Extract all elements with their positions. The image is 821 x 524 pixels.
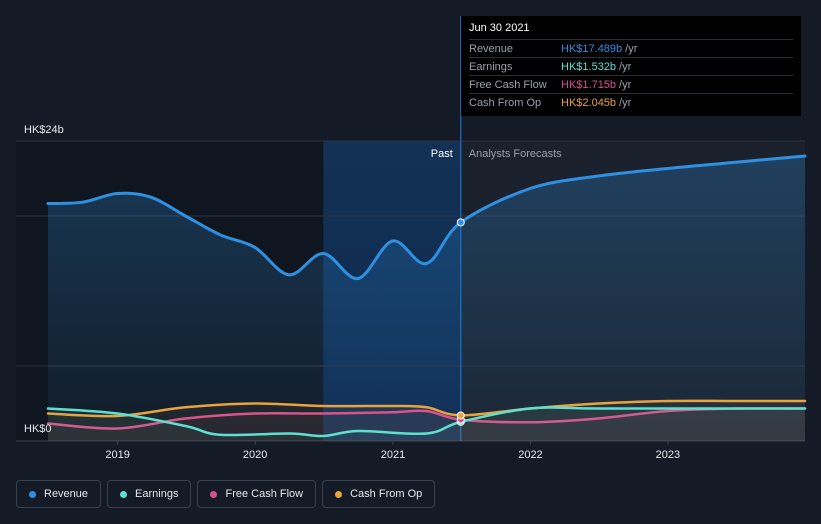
revenue-dot-icon — [29, 490, 36, 498]
x-tick-label: 2021 — [381, 449, 405, 461]
cash-from-op-area — [48, 400, 805, 441]
tooltip-label: Revenue — [469, 42, 514, 55]
legend-label: Earnings — [135, 488, 179, 500]
revenue-area — [48, 156, 805, 441]
tooltip-label: Cash From Op — [469, 96, 542, 109]
earnings-area — [48, 407, 805, 441]
tooltip-value: HK$17.489b — [561, 42, 623, 55]
free-cash-flow-line — [46, 407, 807, 430]
hover-tooltip: Jun 30 2021 Revenue HK$17.489b /yr Earni… — [461, 16, 801, 116]
cash-from-op-marker — [456, 411, 465, 420]
legend-item-revenue[interactable]: Revenue — [16, 480, 102, 508]
tooltip-row-revenue: Revenue HK$17.489b /yr — [469, 39, 793, 57]
legend-label: Free Cash Flow — [225, 488, 304, 500]
tooltip-unit: /yr — [625, 42, 638, 55]
x-tick-label: 2019 — [105, 449, 129, 461]
tooltip-unit: /yr — [619, 60, 632, 73]
earnings-dot-icon — [120, 490, 128, 498]
tooltip-value: HK$1.715b — [561, 78, 617, 91]
y-axis-top-label: HK$24b — [24, 124, 64, 136]
legend-item-earnings[interactable]: Earnings — [107, 480, 192, 508]
tooltip-value: HK$2.045b — [561, 96, 617, 109]
tooltip-value: HK$1.532b — [561, 60, 617, 73]
tooltip-row-free-cash-flow: Free Cash Flow HK$1.715b /yr — [469, 75, 793, 93]
past-label: Past — [431, 148, 453, 160]
tooltip-date: Jun 30 2021 — [469, 22, 530, 34]
y-axis-bottom-label: HK$0 — [24, 423, 52, 435]
tooltip-row-cash-from-op: Cash From Op HK$2.045b /yr — [469, 93, 793, 111]
tooltip-unit: /yr — [619, 78, 632, 91]
x-tick-label: 2023 — [656, 449, 680, 461]
free-cash-flow-area — [48, 408, 805, 441]
cash-from-op-dot-icon — [335, 490, 343, 498]
tooltip-label: Earnings — [469, 60, 513, 73]
legend-item-free-cash-flow[interactable]: Free Cash Flow — [197, 480, 317, 508]
x-tick-label: 2022 — [518, 449, 542, 461]
legend-item-cash-from-op[interactable]: Cash From Op — [322, 480, 436, 508]
revenue-line — [46, 154, 807, 280]
x-tick-label: 2020 — [243, 449, 267, 461]
tooltip-label: Free Cash Flow — [469, 78, 547, 91]
free-cash-flow-dot-icon — [210, 490, 218, 498]
cash-from-op-line — [46, 399, 807, 418]
legend-label: Cash From Op — [350, 488, 423, 500]
forecast-label: Analysts Forecasts — [469, 148, 562, 160]
chart-legend: Revenue Earnings Free Cash Flow Cash Fro… — [16, 480, 436, 508]
tooltip-unit: /yr — [619, 96, 632, 109]
legend-label: Revenue — [44, 488, 89, 500]
tooltip-row-earnings: Earnings HK$1.532b /yr — [469, 57, 793, 75]
earnings-line — [46, 406, 807, 438]
revenue-marker — [456, 218, 465, 227]
